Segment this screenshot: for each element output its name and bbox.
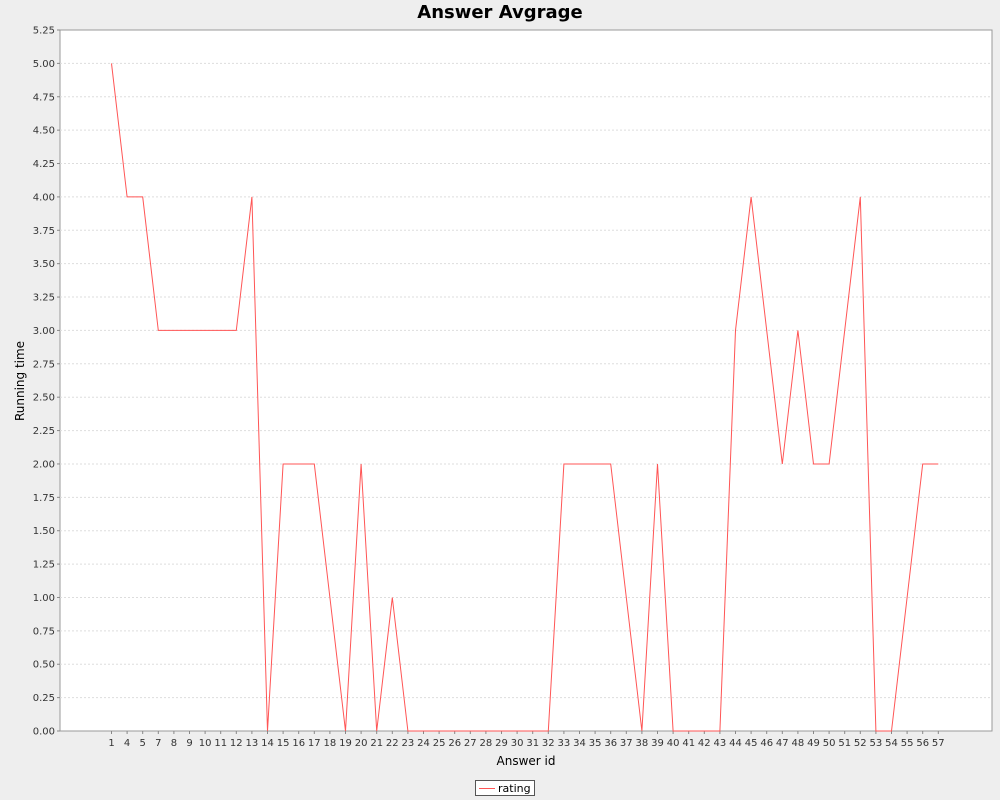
- y-tick-label: 3.00: [33, 326, 55, 337]
- y-tick-label: 4.75: [33, 92, 55, 103]
- grid-lines: [60, 62, 992, 699]
- y-tick-label: 4.50: [33, 126, 55, 137]
- x-tick-label: 37: [620, 738, 633, 749]
- x-tick-label: 49: [807, 738, 820, 749]
- x-tick-label: 35: [589, 738, 602, 749]
- y-tick-label: 1.50: [33, 526, 55, 537]
- y-tick-label: 3.75: [33, 226, 55, 237]
- x-tick-label: 32: [542, 738, 555, 749]
- x-tick-label: 29: [495, 738, 508, 749]
- legend: rating: [475, 780, 535, 796]
- x-tick-label: 48: [792, 738, 805, 749]
- x-tick-label: 27: [464, 738, 477, 749]
- x-tick-label: 20: [355, 738, 368, 749]
- x-tick-label: 30: [511, 738, 524, 749]
- x-tick-label: 44: [729, 738, 742, 749]
- series-group: [111, 63, 939, 732]
- x-tick-label: 11: [214, 738, 227, 749]
- y-tick-label: 3.25: [33, 293, 55, 304]
- y-tick-label: 5.00: [33, 59, 55, 70]
- series-line-rating: [111, 63, 939, 732]
- x-tick-label: 42: [698, 738, 711, 749]
- x-tick-label: 13: [246, 738, 259, 749]
- x-tick-label: 19: [339, 738, 352, 749]
- x-tick-label: 7: [155, 738, 161, 749]
- x-tick-label: 41: [682, 738, 695, 749]
- y-tick-label: 0.25: [33, 693, 55, 704]
- x-tick-label: 22: [386, 738, 399, 749]
- x-tick-label: 47: [776, 738, 789, 749]
- x-tick-label: 45: [745, 738, 758, 749]
- x-tick-label: 53: [870, 738, 883, 749]
- x-tick-label: 40: [667, 738, 680, 749]
- x-tick-label: 51: [838, 738, 851, 749]
- legend-swatch-rating: [479, 787, 495, 789]
- y-tick-label: 0.50: [33, 660, 55, 671]
- y-tick-label: 3.50: [33, 259, 55, 270]
- x-tick-label: 17: [308, 738, 321, 749]
- y-tick-label: 0.00: [33, 727, 55, 738]
- x-tick-label: 39: [651, 738, 664, 749]
- x-tick-label: 26: [448, 738, 461, 749]
- legend-label-rating: rating: [498, 781, 531, 795]
- x-tick-label: 50: [823, 738, 836, 749]
- y-tick-label: 2.50: [33, 393, 55, 404]
- y-tick-label: 1.00: [33, 593, 55, 604]
- x-tick-label: 46: [760, 738, 773, 749]
- x-tick-label: 43: [714, 738, 727, 749]
- x-tick-label: 55: [901, 738, 914, 749]
- x-tick-label: 9: [186, 738, 192, 749]
- x-tick-label: 54: [885, 738, 898, 749]
- y-tick-label: 2.00: [33, 459, 55, 470]
- plot-area: [59, 29, 993, 732]
- y-axis-label: Running time: [13, 341, 27, 421]
- y-tick-label: 2.75: [33, 359, 55, 370]
- x-tick-label: 15: [277, 738, 290, 749]
- chart-title: Answer Avgrage: [417, 2, 583, 23]
- x-tick-label: 34: [573, 738, 586, 749]
- x-tick-label: 52: [854, 738, 867, 749]
- x-axis-label: Answer id: [497, 754, 556, 768]
- y-axis-ticks: 0.00 0.25 0.50 0.75 1.00 1.25 1.50 1.75 2.00 2.25…: [33, 26, 60, 738]
- x-tick-label: 5: [140, 738, 146, 749]
- x-tick-label: 12: [230, 738, 243, 749]
- x-tick-label: 57: [932, 738, 945, 749]
- x-tick-label: 38: [636, 738, 649, 749]
- x-tick-label: 8: [171, 738, 177, 749]
- y-tick-label: 4.25: [33, 159, 55, 170]
- x-tick-label: 31: [526, 738, 539, 749]
- y-tick-label: 1.75: [33, 493, 55, 504]
- x-tick-label: 28: [480, 738, 493, 749]
- x-tick-label: 18: [324, 738, 337, 749]
- y-tick-label: 0.75: [33, 626, 55, 637]
- x-tick-label: 36: [604, 738, 617, 749]
- y-tick-label: 2.25: [33, 426, 55, 437]
- x-tick-label: 14: [261, 738, 274, 749]
- x-tick-label: 24: [417, 738, 430, 749]
- x-axis-ticks: 1 4 5 7 8 9 10 11 12 13 14 15 16 17 18 19 20 21 22 23 24 25 26…: [108, 731, 945, 749]
- x-tick-label: 23: [402, 738, 415, 749]
- y-tick-label: 1.25: [33, 560, 55, 571]
- x-tick-label: 56: [916, 738, 929, 749]
- y-tick-label: 5.25: [33, 26, 55, 37]
- y-tick-label: 4.00: [33, 192, 55, 203]
- x-tick-label: 10: [199, 738, 212, 749]
- x-tick-label: 25: [433, 738, 446, 749]
- x-tick-label: 21: [370, 738, 383, 749]
- x-tick-label: 1: [108, 738, 114, 749]
- x-tick-label: 33: [558, 738, 571, 749]
- x-tick-label: 16: [292, 738, 305, 749]
- x-tick-label: 4: [124, 738, 130, 749]
